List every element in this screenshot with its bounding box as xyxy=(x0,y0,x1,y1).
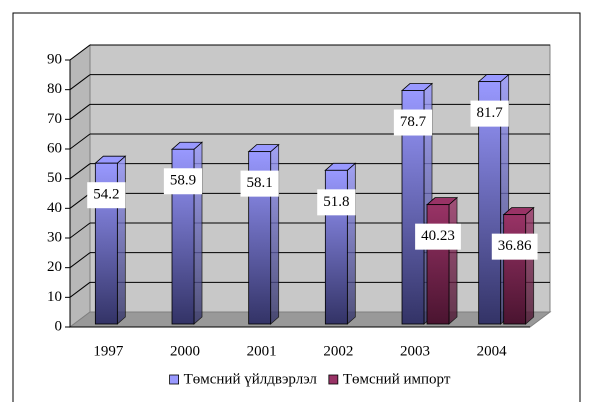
bar xyxy=(401,90,425,325)
y-tick-label: 60 xyxy=(47,140,62,156)
grid-line xyxy=(69,192,91,209)
data-label: 40.23 xyxy=(421,228,455,244)
data-label-box xyxy=(415,223,461,250)
y-tick-label: 0 xyxy=(55,318,63,334)
y-tick-label: 10 xyxy=(47,289,62,305)
data-label-box xyxy=(163,168,203,195)
data-label: 78.7 xyxy=(400,114,427,130)
legend-label: Төмсний үйлдвэрлэл xyxy=(184,371,318,387)
data-label-box xyxy=(317,189,356,216)
grid-line xyxy=(69,222,91,239)
data-label-box xyxy=(491,233,538,260)
grid-line xyxy=(69,163,91,180)
x-tick-label: 2003 xyxy=(400,343,430,359)
bar-side xyxy=(448,196,458,325)
y-tick-label: 80 xyxy=(47,81,62,97)
bar-side xyxy=(346,162,356,325)
y-tick-label: 40 xyxy=(47,200,62,216)
grid-line xyxy=(69,103,91,120)
grid-line xyxy=(69,133,91,150)
bar xyxy=(478,81,502,325)
bar xyxy=(426,204,450,325)
grid-line xyxy=(69,281,91,298)
x-tick-label: 2000 xyxy=(170,343,200,359)
legend-swatch xyxy=(328,374,339,385)
data-label-box xyxy=(470,100,509,127)
data-label: 51.8 xyxy=(323,194,349,210)
grid-line xyxy=(69,44,91,61)
y-tick-label: 20 xyxy=(47,259,62,275)
legend-swatch xyxy=(169,374,179,385)
bar-side xyxy=(116,155,126,325)
bar xyxy=(503,214,527,325)
bar-side xyxy=(525,206,535,325)
y-tick-label: 90 xyxy=(47,51,62,67)
x-tick-label: 2002 xyxy=(323,343,353,359)
data-label: 58.9 xyxy=(170,173,196,189)
floor xyxy=(68,311,552,328)
data-label-box xyxy=(393,109,433,136)
grid-line xyxy=(69,252,91,269)
x-tick-label: 1997 xyxy=(93,343,124,359)
y-tick-label: 30 xyxy=(47,229,62,245)
data-label: 54.2 xyxy=(93,187,119,203)
x-tick-label: 2001 xyxy=(247,343,277,359)
data-label: 81.7 xyxy=(477,105,504,121)
data-label-box xyxy=(87,182,126,209)
legend-label: Төмсний импорт xyxy=(343,371,451,387)
data-label: 58.1 xyxy=(247,175,273,191)
data-label-box xyxy=(240,170,279,197)
x-tick-label: 2004 xyxy=(477,343,508,359)
data-label: 36.86 xyxy=(498,238,532,254)
y-tick-label: 50 xyxy=(47,170,62,186)
y-tick-label: 70 xyxy=(47,111,62,127)
grid-line xyxy=(69,74,91,91)
